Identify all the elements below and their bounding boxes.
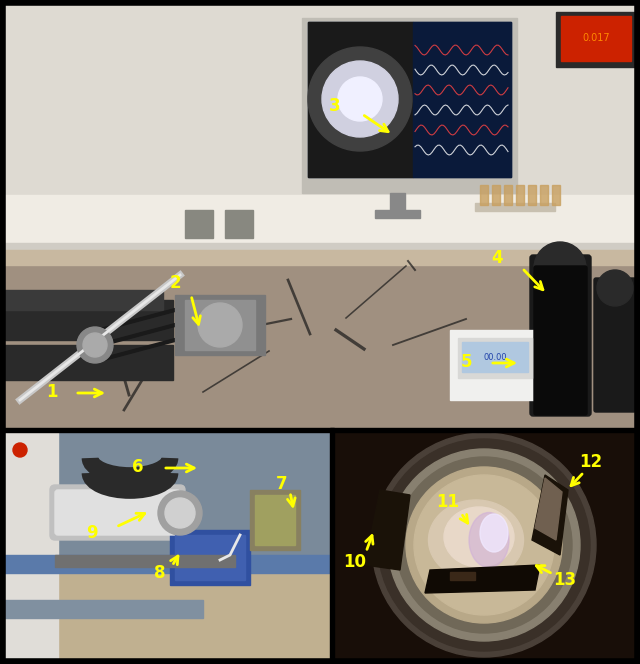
Bar (552, 185, 560, 205)
Circle shape (198, 303, 242, 347)
Ellipse shape (444, 507, 514, 567)
Bar (3, 560, 330, 661)
Circle shape (83, 333, 107, 357)
Text: 6: 6 (132, 458, 144, 476)
Ellipse shape (480, 514, 508, 552)
Bar (528, 185, 536, 205)
Ellipse shape (429, 500, 524, 580)
Circle shape (13, 443, 27, 457)
Bar (185, 300, 255, 350)
FancyBboxPatch shape (530, 255, 591, 416)
Bar (3, 243, 637, 251)
Text: 11: 11 (436, 493, 460, 511)
Bar (175, 295, 265, 355)
Circle shape (338, 77, 382, 121)
Bar (375, 210, 420, 218)
Polygon shape (425, 565, 540, 593)
Bar (390, 193, 405, 213)
Circle shape (77, 327, 113, 363)
Text: 4: 4 (491, 249, 503, 267)
Text: 9: 9 (86, 524, 98, 542)
Bar (413, 22, 511, 177)
Bar (3, 3, 637, 428)
Text: 2: 2 (169, 274, 181, 292)
Circle shape (322, 61, 398, 137)
Circle shape (406, 467, 562, 623)
Bar (3, 290, 163, 310)
Bar (462, 342, 528, 372)
Text: 10: 10 (344, 553, 367, 571)
Circle shape (414, 475, 554, 615)
Circle shape (378, 439, 590, 651)
FancyBboxPatch shape (50, 485, 185, 540)
Bar (308, 22, 511, 177)
Text: 1: 1 (46, 383, 58, 401)
Bar (3, 250, 637, 265)
Bar (55, 555, 235, 567)
Bar (250, 490, 300, 550)
Bar (492, 185, 500, 205)
Bar (3, 431, 330, 561)
Bar (480, 185, 488, 205)
Circle shape (165, 498, 195, 528)
Ellipse shape (469, 513, 509, 568)
Circle shape (396, 457, 572, 633)
Bar (3, 250, 637, 428)
Bar (3, 195, 637, 245)
Text: 7: 7 (276, 475, 288, 493)
Circle shape (308, 47, 412, 151)
Circle shape (388, 449, 580, 641)
Bar (3, 428, 637, 432)
Bar (330, 428, 334, 664)
Circle shape (372, 433, 596, 657)
Circle shape (534, 242, 586, 294)
Bar (308, 22, 413, 177)
Bar (302, 18, 517, 193)
Bar (458, 338, 532, 378)
Text: 0.017: 0.017 (582, 33, 610, 43)
Circle shape (158, 491, 202, 535)
Text: 12: 12 (579, 453, 603, 471)
Bar (3, 300, 173, 340)
FancyBboxPatch shape (594, 278, 636, 412)
Bar (3, 555, 330, 573)
Bar (561, 16, 631, 61)
FancyBboxPatch shape (55, 490, 180, 535)
Text: 8: 8 (154, 564, 166, 582)
FancyBboxPatch shape (534, 266, 587, 415)
Bar (516, 185, 524, 205)
Bar (255, 495, 295, 545)
Bar (450, 572, 475, 580)
Bar (3, 431, 58, 661)
Bar (3, 431, 330, 661)
Bar (225, 210, 253, 238)
Circle shape (597, 270, 633, 306)
Text: 5: 5 (461, 353, 473, 371)
Polygon shape (535, 478, 562, 540)
Bar (450, 330, 540, 400)
Bar (185, 210, 213, 238)
Polygon shape (365, 490, 410, 570)
Bar (556, 12, 636, 67)
Text: 13: 13 (554, 571, 577, 589)
Bar (3, 600, 203, 618)
Polygon shape (532, 475, 568, 555)
Bar (175, 535, 245, 580)
Bar (475, 203, 555, 211)
Bar (170, 530, 250, 585)
Bar (3, 345, 173, 380)
Bar (332, 431, 637, 661)
Text: 00.00: 00.00 (483, 353, 507, 361)
Text: 3: 3 (329, 97, 341, 115)
Bar (540, 185, 548, 205)
Bar (3, 3, 637, 203)
Bar (504, 185, 512, 205)
